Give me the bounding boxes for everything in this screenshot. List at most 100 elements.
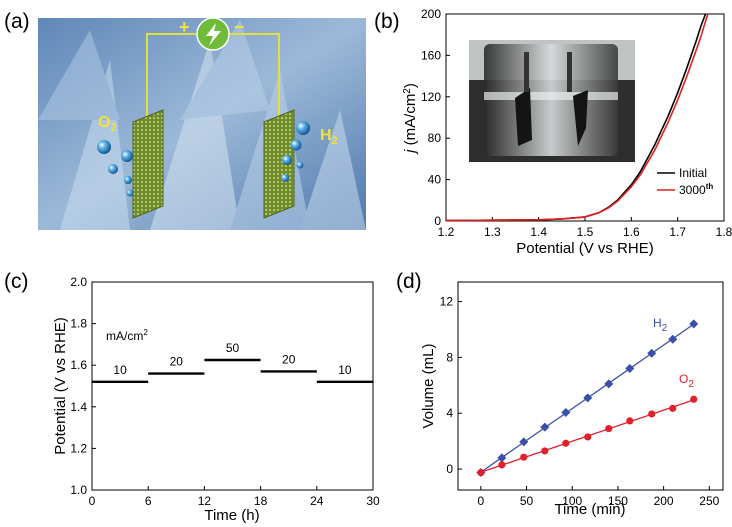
data-point-h2 bbox=[519, 437, 529, 447]
chart-d-xtick-label: 250 bbox=[699, 494, 719, 508]
data-point-h2 bbox=[604, 379, 614, 389]
chart-b-ytick-label: 40 bbox=[428, 173, 442, 187]
chart-b-xtick-label: 1.3 bbox=[484, 225, 501, 239]
cathode-electrode bbox=[263, 109, 295, 219]
chart-d-series bbox=[476, 319, 699, 478]
chart-b-ytick-label: 0 bbox=[434, 214, 441, 228]
chart-c-frame bbox=[91, 281, 374, 491]
chart-d-ytick-label: 4 bbox=[446, 406, 453, 420]
current-density-label: 10 bbox=[113, 363, 127, 377]
chart-d-ytick-label: 8 bbox=[446, 350, 453, 364]
chart-c-xtick-label: 12 bbox=[198, 494, 212, 508]
legend-label-initial: Initial bbox=[679, 166, 707, 180]
series-label-h2: H2 bbox=[653, 316, 668, 334]
data-point-o2 bbox=[648, 410, 656, 418]
chart-c-xtick-label: 0 bbox=[89, 494, 96, 508]
minus-sign: − bbox=[234, 17, 245, 37]
panel-d-label: (d) bbox=[396, 270, 422, 293]
wire-left bbox=[146, 33, 197, 118]
chart-c-xlabel: Time (h) bbox=[204, 507, 259, 524]
data-point-h2 bbox=[668, 334, 678, 344]
chart-d-xtick-label: 50 bbox=[520, 494, 534, 508]
chart-d-ylabel: Volume (mL) bbox=[420, 343, 437, 428]
current-density-label: 20 bbox=[282, 352, 296, 366]
chart-d-xtick-label: 150 bbox=[608, 494, 628, 508]
chart-c-ytick-label: 1.6 bbox=[70, 358, 87, 372]
chart-b-xtick-label: 1.8 bbox=[716, 225, 732, 239]
data-point-h2 bbox=[647, 348, 657, 358]
chart-b-xtick-label: 1.5 bbox=[577, 225, 594, 239]
chart-c-xtick-label: 6 bbox=[145, 494, 152, 508]
inset-photo-beaker bbox=[469, 40, 635, 162]
data-point-h2 bbox=[625, 364, 635, 374]
chart-d-ytick-label: 12 bbox=[440, 295, 454, 309]
chart-c-xtick-label: 24 bbox=[310, 494, 324, 508]
chart-b-xtick-label: 1.6 bbox=[623, 225, 640, 239]
current-density-label: 50 bbox=[226, 341, 240, 355]
data-point-o2 bbox=[520, 453, 528, 461]
chart-b-xtick-label: 1.2 bbox=[438, 225, 455, 239]
chart-b-ytick-label: 200 bbox=[421, 7, 441, 21]
data-point-o2 bbox=[477, 468, 485, 477]
data-point-o2 bbox=[626, 417, 634, 425]
current-density-label: 10 bbox=[338, 363, 352, 377]
data-point-o2 bbox=[669, 404, 677, 412]
chart-c-ytick-label: 2.0 bbox=[70, 275, 87, 289]
chart-c-ytick-label: 1.4 bbox=[70, 400, 87, 414]
anode-electrode bbox=[132, 109, 164, 219]
chart-c-ytick-label: 1.8 bbox=[70, 317, 87, 331]
chart-c-xtick-label: 30 bbox=[366, 494, 380, 508]
chart-c-xtick-label: 18 bbox=[254, 494, 268, 508]
chart-d-xtick-label: 200 bbox=[654, 494, 674, 508]
chart-b-ytick-label: 120 bbox=[421, 90, 441, 104]
chart-b-xtick-label: 1.4 bbox=[530, 225, 547, 239]
panel-d: (d) 0 50 100 150 200 250 0 4 8 12 H2 O2 Time (min… bbox=[396, 270, 724, 518]
plus-sign: + bbox=[179, 17, 190, 37]
data-point-o2 bbox=[690, 395, 698, 403]
legend-label-3000th: 3000th bbox=[679, 182, 713, 197]
data-point-o2 bbox=[605, 424, 613, 433]
chart-d-ytick-label: 0 bbox=[446, 462, 453, 476]
panel-a: (a) + − O2 H2 bbox=[4, 10, 366, 230]
data-point-h2 bbox=[583, 393, 593, 403]
lightning-power-icon bbox=[206, 23, 221, 46]
chart-c-ylabel: Potential (V vs RHE) bbox=[52, 317, 69, 455]
chart-b-curves bbox=[445, 13, 709, 222]
panel-b-label: (b) bbox=[374, 10, 400, 33]
data-point-h2 bbox=[689, 319, 699, 329]
chart-d-ticks: 0 50 100 150 200 250 0 4 8 12 bbox=[440, 295, 720, 508]
chart-c-ytick-label: 1.0 bbox=[70, 483, 87, 497]
series-label-o2: O2 bbox=[679, 372, 694, 390]
wire-right bbox=[229, 33, 280, 118]
chart-d-frame bbox=[457, 281, 724, 491]
chart-c-ticks: 0 6 12 18 24 30 1.0 1.2 1.4 1.6 1.8 2.0 bbox=[70, 275, 380, 508]
chart-b-legend: Initial 3000th bbox=[657, 166, 713, 197]
chart-b-xlabel: Potential (V vs RHE) bbox=[516, 240, 654, 257]
chart-c-segments: 10 20 50 20 10 bbox=[92, 341, 373, 384]
chart-b-ytick-label: 160 bbox=[421, 48, 441, 62]
panel-a-label: (a) bbox=[4, 10, 30, 33]
series-line-3000th bbox=[445, 13, 709, 222]
data-point-h2 bbox=[561, 408, 571, 418]
chart-d-xlabel: Time (min) bbox=[554, 501, 625, 518]
chart-b-ylabel: j (mA/cm2) bbox=[402, 83, 419, 155]
oxygen-bubbles bbox=[97, 140, 134, 197]
hydrogen-bubbles bbox=[281, 121, 310, 182]
chart-b-ticks: 1.2 1.3 1.4 1.5 1.6 1.7 1.8 0 40 80 120 160 200 bbox=[421, 7, 732, 239]
chart-d-xtick-label: 0 bbox=[478, 494, 485, 508]
current-density-unit-label: mA/cm2 bbox=[106, 328, 148, 343]
chart-b-ytick-label: 80 bbox=[428, 131, 442, 145]
current-density-label: 20 bbox=[170, 355, 184, 369]
chart-b-xtick-label: 1.7 bbox=[669, 225, 686, 239]
data-point-o2 bbox=[541, 447, 549, 455]
data-point-h2 bbox=[540, 422, 550, 432]
data-point-o2 bbox=[498, 461, 506, 469]
chart-c-ytick-label: 1.2 bbox=[70, 441, 87, 455]
chart-d-xtick-label: 100 bbox=[562, 494, 582, 508]
panel-c: (c) 0 6 12 18 24 30 1.0 1.2 1.4 1.6 1.8 2.0 10 20 50 2… bbox=[4, 270, 380, 524]
panel-c-label: (c) bbox=[4, 270, 29, 293]
h2-label: H2 bbox=[320, 127, 338, 147]
data-point-o2 bbox=[584, 433, 592, 441]
panel-b: (b) 1.2 1.3 1.4 1.5 1.6 1.7 1.804080120160200 … bbox=[374, 7, 732, 257]
